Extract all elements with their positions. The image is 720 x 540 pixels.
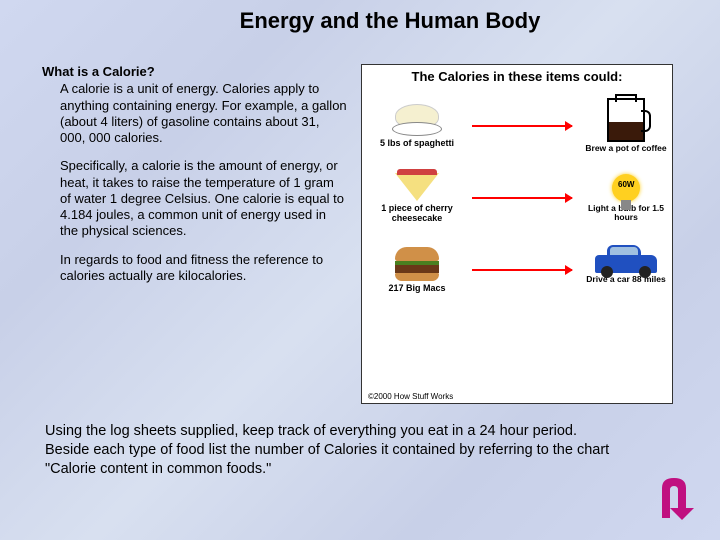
section-heading: What is a Calorie? xyxy=(42,64,347,80)
paragraph-2: Specifically, a calorie is the amount of… xyxy=(42,158,347,239)
back-button[interactable] xyxy=(648,474,698,520)
paragraph-3: In regards to food and fitness the refer… xyxy=(42,252,347,285)
car-icon xyxy=(595,255,657,273)
left-label: 1 piece of cherry cheesecake xyxy=(362,203,472,223)
right-label: Brew a pot of coffee xyxy=(580,144,672,153)
calorie-infographic: The Calories in these items could: 5 lbs… xyxy=(361,64,673,404)
infographic-left: 1 piece of cherry cheesecake xyxy=(362,173,472,223)
arrow-icon xyxy=(472,197,572,199)
infographic-copyright: ©2000 How Stuff Works xyxy=(368,392,453,401)
plate-icon xyxy=(392,122,442,136)
arrow-icon xyxy=(472,125,572,127)
left-label: 217 Big Macs xyxy=(362,283,472,293)
arrow-icon xyxy=(472,269,572,271)
instructions-text: Using the log sheets supplied, keep trac… xyxy=(0,404,720,479)
infographic-right: Drive a car 88 miles xyxy=(580,255,672,284)
text-column: What is a Calorie? A calorie is a unit o… xyxy=(42,64,347,404)
burger-icon xyxy=(395,247,439,281)
infographic-row: 5 lbs of spaghetti Brew a pot of coffee xyxy=(362,90,672,162)
paragraph-1: A calorie is a unit of energy. Calories … xyxy=(42,81,347,146)
infographic-left: 217 Big Macs xyxy=(362,247,472,293)
right-label: Drive a car 88 miles xyxy=(580,275,672,284)
infographic-left: 5 lbs of spaghetti xyxy=(362,104,472,148)
u-turn-icon xyxy=(648,474,698,520)
bulb-wattage: 60W xyxy=(618,180,634,189)
infographic-right: 60W Light a bulb for 1.5 hours xyxy=(580,174,672,223)
infographic-row: 217 Big Macs Drive a car 88 miles xyxy=(362,234,672,306)
left-label: 5 lbs of spaghetti xyxy=(362,138,472,148)
lightbulb-icon: 60W xyxy=(612,174,640,202)
content-area: What is a Calorie? A calorie is a unit o… xyxy=(0,34,720,404)
page-title: Energy and the Human Body xyxy=(0,0,720,34)
coffeepot-icon xyxy=(607,98,645,142)
cheesecake-icon xyxy=(395,173,439,201)
infographic-row: 1 piece of cherry cheesecake 60W Light a… xyxy=(362,162,672,234)
infographic-title: The Calories in these items could: xyxy=(362,65,672,90)
infographic-right: Brew a pot of coffee xyxy=(580,98,672,153)
